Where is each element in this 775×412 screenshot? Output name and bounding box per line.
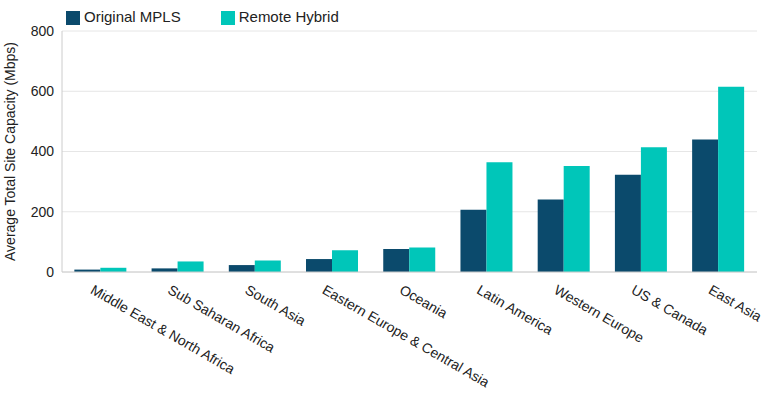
svg-text:Sub Saharan Africa: Sub Saharan Africa <box>165 281 278 356</box>
svg-text:800: 800 <box>31 23 55 39</box>
svg-text:0: 0 <box>46 264 54 280</box>
svg-text:400: 400 <box>31 143 55 159</box>
svg-text:Eastern Europe & Central Asia: Eastern Europe & Central Asia <box>320 281 493 390</box>
svg-text:200: 200 <box>31 204 55 220</box>
svg-text:Oceania: Oceania <box>397 281 450 321</box>
svg-text:Latin America: Latin America <box>474 281 556 337</box>
html-text:Remote Hybrid: Remote Hybrid <box>238 8 339 25</box>
svg-text:Middle East & North Africa: Middle East & North Africa <box>88 281 238 377</box>
svg-text:East Asia: East Asia <box>706 281 765 324</box>
svg-text:600: 600 <box>31 83 55 99</box>
svg-text:Western Europe: Western Europe <box>551 281 647 346</box>
html-text:Original MPLS: Original MPLS <box>84 8 181 25</box>
svg-text:South Asia: South Asia <box>243 281 309 328</box>
svg-text:Average Total Site Capacity (M: Average Total Site Capacity (Mbps) <box>8 42 18 261</box>
svg-text:US & Canada: US & Canada <box>629 281 711 338</box>
